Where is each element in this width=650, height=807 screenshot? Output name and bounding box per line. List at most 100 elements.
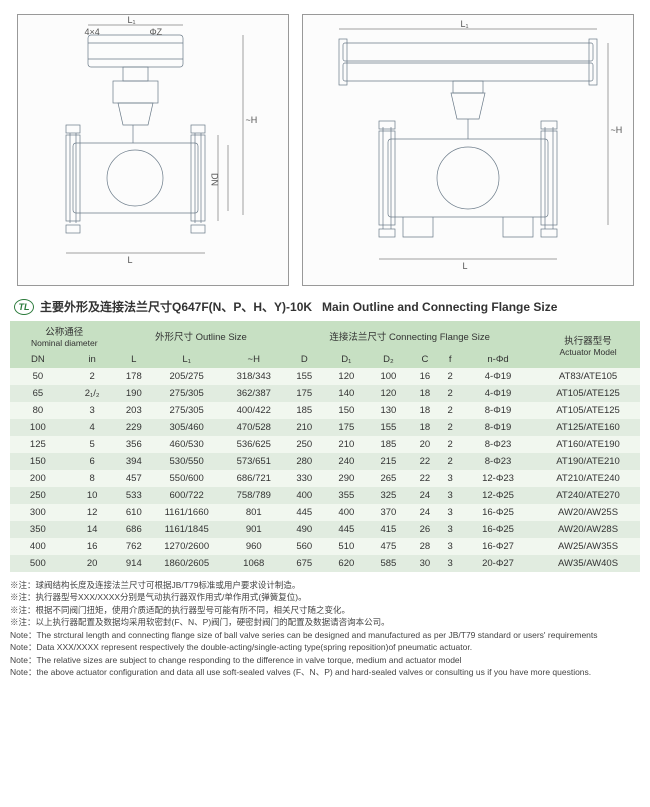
cell-act: AT125/ATE160 <box>536 419 640 436</box>
cell-dn: 150 <box>10 453 66 470</box>
cell-f: 3 <box>440 470 460 487</box>
cell-H: 362/387 <box>224 385 283 402</box>
dim-H-r: ~H <box>611 125 623 135</box>
cell-L: 610 <box>119 504 150 521</box>
cell-nphi: 8-Φ19 <box>460 402 536 419</box>
dim-L-r: L <box>463 261 468 271</box>
cell-L: 533 <box>119 487 150 504</box>
cell-D2: 475 <box>367 538 409 555</box>
dim-H: ~H <box>246 115 258 125</box>
cell-dn: 50 <box>10 368 66 385</box>
cell-L1: 600/722 <box>149 487 224 504</box>
cell-act: AT210/ATE240 <box>536 470 640 487</box>
cell-D: 155 <box>283 368 325 385</box>
technical-drawings: L L₁ ~H DN 4×4 ΦZ <box>10 10 640 290</box>
cell-act: AW20/AW28S <box>536 521 640 538</box>
cell-L1: 1270/2600 <box>149 538 224 555</box>
cell-L1: 460/530 <box>149 436 224 453</box>
cell-D2: 415 <box>367 521 409 538</box>
cell-C: 18 <box>409 419 440 436</box>
cell-nphi: 4-Φ19 <box>460 385 536 402</box>
table-row: 1255356460/530536/6252502101852028-Φ23AT… <box>10 436 640 453</box>
table-row: 400167621270/260096056051047528316-Φ27AW… <box>10 538 640 555</box>
cell-H: 573/651 <box>224 453 283 470</box>
cell-D: 675 <box>283 555 325 572</box>
cell-L1: 275/305 <box>149 385 224 402</box>
cell-L: 914 <box>119 555 150 572</box>
cell-nphi: 12-Φ25 <box>460 487 536 504</box>
cell-dn: 100 <box>10 419 66 436</box>
hdr-nominal-en: Nominal diameter <box>12 338 117 348</box>
cell-f: 3 <box>440 521 460 538</box>
cell-act: AT105/ATE125 <box>536 385 640 402</box>
cell-D2: 325 <box>367 487 409 504</box>
note-en: Note：The strctural length and connecting… <box>10 630 640 641</box>
dimensions-table: 公称通径 Nominal diameter 外形尺寸 Outline Size … <box>10 321 640 572</box>
col-L1: L₁ <box>149 351 224 368</box>
cell-D: 490 <box>283 521 325 538</box>
drawing-right: L₁ L ~H <box>302 14 634 286</box>
cell-L: 190 <box>119 385 150 402</box>
cell-D2: 130 <box>367 402 409 419</box>
hdr-nominal-cn: 公称通径 <box>12 324 117 338</box>
hdr-actuator-en: Actuator Model <box>538 347 638 357</box>
cell-L: 394 <box>119 453 150 470</box>
col-H: ~H <box>224 351 283 368</box>
cell-C: 24 <box>409 487 440 504</box>
dim-sq: 4×4 <box>85 27 100 37</box>
table-row: 1506394530/550573/6512802402152228-Φ23AT… <box>10 453 640 470</box>
cell-H: 1068 <box>224 555 283 572</box>
note-en: Note：Data XXX/XXXX represent respectivel… <box>10 642 640 653</box>
footnotes: ※注：球阀结构长度及连接法兰尺寸可根据JB/T79标准或用户要求设计制造。※注：… <box>10 580 640 679</box>
cell-in: 2 <box>66 368 119 385</box>
cell-nphi: 8-Φ23 <box>460 436 536 453</box>
cell-in: 6 <box>66 453 119 470</box>
col-L: L <box>119 351 150 368</box>
cell-dn: 200 <box>10 470 66 487</box>
cell-act: AW35/AW40S <box>536 555 640 572</box>
cell-C: 18 <box>409 385 440 402</box>
cell-D2: 265 <box>367 470 409 487</box>
cell-in: 8 <box>66 470 119 487</box>
cell-dn: 125 <box>10 436 66 453</box>
col-f: f <box>440 351 460 368</box>
title-cn: 主要外形及连接法兰尺寸Q647F(N、P、H、Y)-10K <box>40 298 312 315</box>
note-cn: ※注：根据不同阀门扭矩，使用介质适配的执行器型号可能有所不同，相关尺寸随之变化。 <box>10 605 640 616</box>
cell-L1: 305/460 <box>149 419 224 436</box>
cell-D1: 140 <box>325 385 367 402</box>
cell-L: 356 <box>119 436 150 453</box>
cell-H: 801 <box>224 504 283 521</box>
hdr-actuator-cn: 执行器型号 <box>538 333 638 347</box>
cell-C: 26 <box>409 521 440 538</box>
cell-in: 3 <box>66 402 119 419</box>
cell-nphi: 12-Φ23 <box>460 470 536 487</box>
cell-C: 22 <box>409 470 440 487</box>
cell-D: 280 <box>283 453 325 470</box>
cell-dn: 65 <box>10 385 66 402</box>
table-row: 25010533600/722758/78940035532524312-Φ25… <box>10 487 640 504</box>
cell-f: 2 <box>440 402 460 419</box>
cell-L1: 530/550 <box>149 453 224 470</box>
cell-C: 20 <box>409 436 440 453</box>
cell-D: 210 <box>283 419 325 436</box>
table-row: 2008457550/600686/72133029026522312-Φ23A… <box>10 470 640 487</box>
cell-D: 445 <box>283 504 325 521</box>
cell-D: 400 <box>283 487 325 504</box>
note-cn: ※注：球阀结构长度及连接法兰尺寸可根据JB/T79标准或用户要求设计制造。 <box>10 580 640 591</box>
cell-f: 3 <box>440 555 460 572</box>
cell-f: 2 <box>440 419 460 436</box>
table-row: 502178205/275318/3431551201001624-Φ19AT8… <box>10 368 640 385</box>
note-cn: ※注：执行器型号XXX/XXXX分别是气动执行器双作用式/单作用式(弹簧复位)。 <box>10 592 640 603</box>
drawing-left: L L₁ ~H DN 4×4 ΦZ <box>17 14 289 286</box>
hdr-actuator: 执行器型号 Actuator Model <box>536 321 640 368</box>
cell-L: 229 <box>119 419 150 436</box>
cell-D: 560 <box>283 538 325 555</box>
hdr-flange: 连接法兰尺寸 Connecting Flange Size <box>283 321 536 351</box>
cell-D1: 240 <box>325 453 367 470</box>
cell-nphi: 20-Φ27 <box>460 555 536 572</box>
cell-f: 2 <box>440 453 460 470</box>
note-cn: ※注：以上执行器配置及数据均采用软密封(F、N、P)阀门，硬密封阀门的配置及数据… <box>10 617 640 628</box>
cell-L: 178 <box>119 368 150 385</box>
cell-f: 2 <box>440 385 460 402</box>
cell-dn: 350 <box>10 521 66 538</box>
